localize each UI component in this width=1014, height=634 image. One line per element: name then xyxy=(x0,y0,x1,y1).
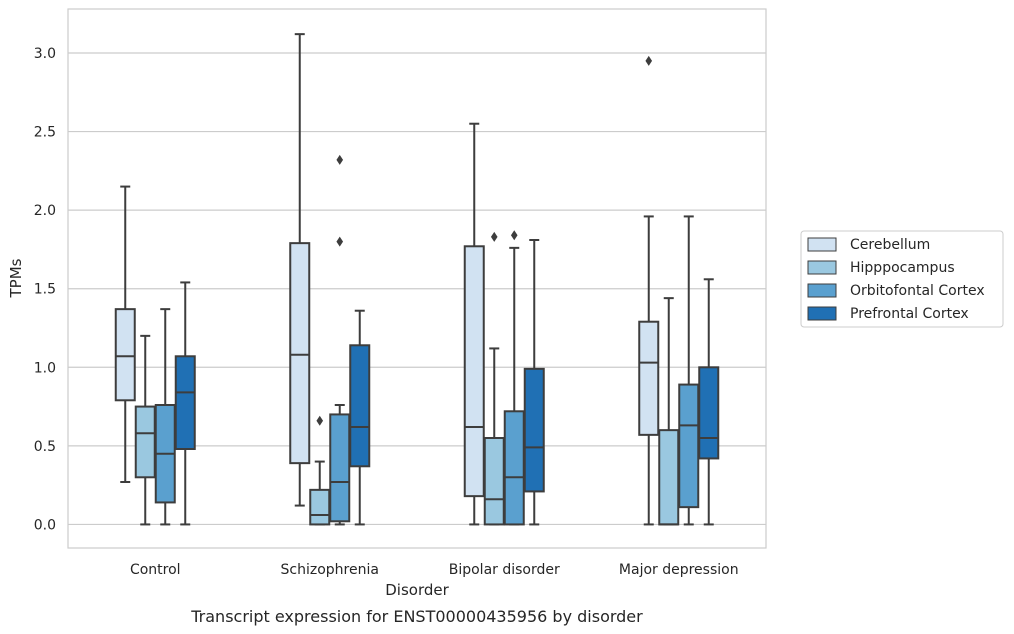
plot-frame xyxy=(67,8,767,549)
outlier-point xyxy=(510,230,518,241)
outlier-point xyxy=(316,415,324,426)
y-tick-labels: 0.0 0.5 1.0 1.5 2.0 2.5 3.0 xyxy=(34,46,56,533)
box-1-3 xyxy=(658,297,680,526)
x-tick-label: Major depression xyxy=(619,562,739,578)
box-0-0 xyxy=(114,185,136,483)
box-body xyxy=(483,437,505,526)
box-3-1 xyxy=(349,309,371,526)
box-body xyxy=(698,366,720,460)
box-body xyxy=(329,413,351,523)
box-groups xyxy=(114,33,720,526)
box-1-1 xyxy=(309,415,331,526)
legend-label: Cerebellum xyxy=(850,237,930,253)
legend-swatch xyxy=(807,260,837,275)
chart-caption: Transcript expression for ENST0000043595… xyxy=(190,607,643,626)
box-3-2 xyxy=(523,239,545,526)
box-0-1 xyxy=(289,33,311,507)
legend: Cerebellum Hipppocampus Orbitofontal Corte… xyxy=(800,230,1004,328)
y-tick-label: 1.0 xyxy=(34,360,56,376)
box-body xyxy=(289,242,311,465)
box-2-0 xyxy=(154,308,176,526)
box-body xyxy=(463,245,485,498)
box-body xyxy=(309,488,331,526)
y-axis-label: TPMs xyxy=(7,258,25,298)
box-body xyxy=(523,367,545,493)
box-body xyxy=(658,429,680,526)
box-2-3 xyxy=(678,215,700,526)
x-axis-label: Disorder xyxy=(385,581,449,599)
y-tick-label: 2.5 xyxy=(34,125,56,141)
box-0-2 xyxy=(463,122,485,526)
outlier-point xyxy=(645,55,653,66)
legend-label: Orbitofontal Cortex xyxy=(850,283,985,299)
box-2-1 xyxy=(329,154,351,526)
y-tick-label: 0.0 xyxy=(34,517,56,533)
box-body xyxy=(678,383,700,509)
box-body xyxy=(174,355,196,450)
box-body xyxy=(503,410,525,526)
legend-label: Prefrontal Cortex xyxy=(850,306,969,322)
box-1-2 xyxy=(483,231,505,526)
y-tick-label: 0.5 xyxy=(34,439,56,455)
outlier-point xyxy=(336,154,344,165)
box-3-3 xyxy=(698,278,720,526)
box-1-0 xyxy=(134,334,156,526)
y-tick-label: 3.0 xyxy=(34,46,56,62)
box-body xyxy=(349,344,371,468)
x-tick-label: Control xyxy=(130,562,181,578)
box-2-2 xyxy=(503,230,525,526)
y-tick-label: 2.0 xyxy=(34,203,56,219)
box-3-0 xyxy=(174,281,196,526)
box-body xyxy=(134,405,156,479)
legend-label: Hipppocampus xyxy=(850,260,955,276)
legend-swatch xyxy=(807,237,837,252)
x-tick-label: Schizophrenia xyxy=(281,562,379,578)
legend-swatch xyxy=(807,283,837,298)
outlier-point xyxy=(490,231,498,242)
legend-frame xyxy=(800,230,1004,328)
x-tick-labels: Control Schizophrenia Bipolar disorder Majo… xyxy=(130,562,739,578)
x-tick-label: Bipolar disorder xyxy=(449,562,560,578)
legend-swatch xyxy=(807,306,837,321)
box-0-3 xyxy=(638,55,660,526)
box-body xyxy=(638,320,660,436)
box-body xyxy=(114,308,136,402)
y-tick-label: 1.5 xyxy=(34,282,56,298)
outlier-point xyxy=(336,236,344,247)
